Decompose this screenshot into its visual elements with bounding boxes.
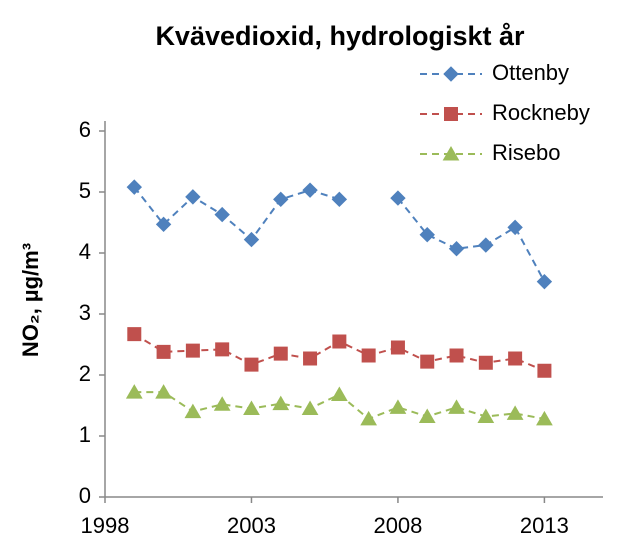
marker <box>478 355 493 370</box>
marker <box>442 145 460 161</box>
marker <box>184 403 202 419</box>
marker <box>420 354 435 369</box>
marker <box>360 410 378 426</box>
marker <box>478 237 494 253</box>
marker <box>390 340 405 355</box>
chart-title: Kvävedioxid, hydrologiskt år <box>155 21 525 51</box>
marker <box>185 343 200 358</box>
marker <box>213 396 231 411</box>
x-tick-label: 2008 <box>373 513 422 538</box>
marker <box>215 342 230 357</box>
marker <box>507 219 523 236</box>
marker <box>536 410 553 426</box>
x-tick-label: 2013 <box>520 513 569 538</box>
marker <box>330 386 348 402</box>
marker <box>302 182 318 198</box>
marker <box>301 400 319 416</box>
marker <box>508 351 523 366</box>
marker <box>185 189 201 205</box>
y-axis-label: NO₂, µg/m³ <box>18 243 43 357</box>
marker <box>155 384 172 399</box>
marker <box>389 399 407 414</box>
marker <box>536 273 553 290</box>
marker <box>272 395 290 411</box>
y-tick-label: 2 <box>79 361 91 386</box>
marker <box>361 348 376 363</box>
marker <box>331 191 348 208</box>
marker <box>418 408 436 423</box>
marker <box>125 384 143 399</box>
marker <box>155 216 172 233</box>
marker <box>243 231 260 248</box>
series-line <box>133 186 546 283</box>
y-tick-label: 0 <box>79 483 91 508</box>
marker <box>244 357 259 372</box>
marker <box>214 206 230 223</box>
x-tick-label: 2003 <box>227 513 276 538</box>
x-tick-label: 1998 <box>81 513 130 538</box>
marker <box>419 226 435 243</box>
legend-label: Rockneby <box>492 100 590 125</box>
legend-label: Risebo <box>492 140 560 165</box>
marker <box>332 334 347 349</box>
marker <box>127 327 142 342</box>
marker <box>477 408 495 423</box>
marker <box>243 400 260 416</box>
marker <box>448 241 465 257</box>
marker <box>506 405 524 420</box>
marker <box>444 107 458 121</box>
marker <box>303 351 318 366</box>
marker <box>156 344 171 359</box>
y-tick-label: 3 <box>79 300 91 325</box>
marker <box>443 66 459 82</box>
marker <box>273 346 288 361</box>
marker <box>449 348 464 363</box>
marker <box>537 363 552 378</box>
marker <box>390 190 406 206</box>
y-tick-label: 6 <box>79 117 91 142</box>
marker <box>126 179 143 195</box>
marker <box>273 191 289 208</box>
legend-label: Ottenby <box>492 60 569 85</box>
y-tick-label: 5 <box>79 178 91 203</box>
y-tick-label: 4 <box>79 239 91 264</box>
y-tick-label: 1 <box>79 422 91 447</box>
marker <box>448 399 465 414</box>
